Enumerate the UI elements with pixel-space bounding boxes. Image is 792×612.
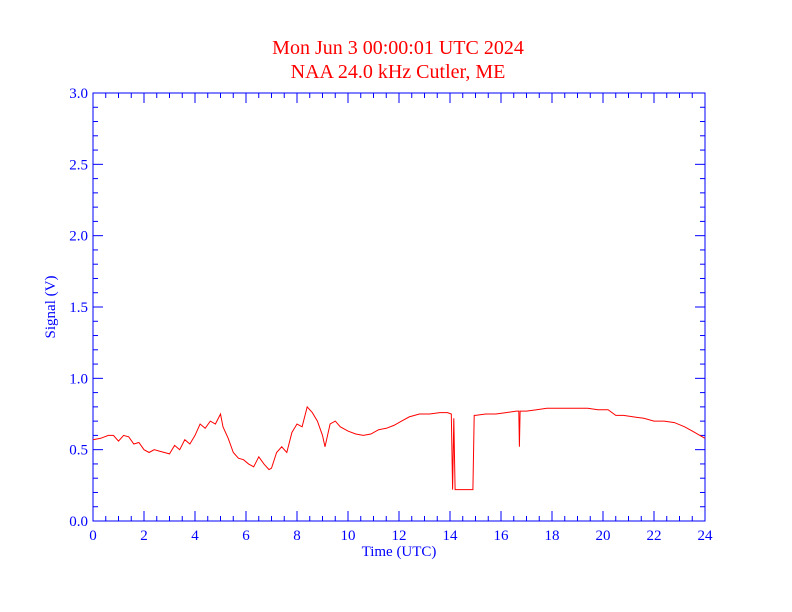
x-tick-label: 4 — [191, 528, 199, 544]
x-tick-label: 2 — [140, 528, 148, 544]
y-tick-label: 0.0 — [69, 514, 88, 530]
x-tick-label: 0 — [89, 528, 97, 544]
x-tick-label: 22 — [647, 528, 662, 544]
y-tick-label: 3.0 — [69, 86, 88, 102]
x-tick-label: 6 — [242, 528, 250, 544]
y-tick-label: 2.5 — [69, 157, 88, 173]
x-tick-label: 12 — [392, 528, 407, 544]
plot-frame — [92, 92, 706, 522]
signal-series-line — [92, 405, 706, 491]
y-axis-label: Signal (V) — [43, 276, 59, 339]
x-tick-label: 10 — [341, 528, 356, 544]
x-tick-label: 18 — [545, 528, 560, 544]
x-tick-label: 8 — [293, 528, 301, 544]
x-axis-ticks: 0 2 4 6 8 10 12 14 16 18 20 22 24 — [89, 93, 713, 544]
x-axis-label: Time (UTC) — [362, 544, 437, 560]
y-axis-ticks: 0.0 0.5 1.0 1.5 2.0 2.5 3.0 — [69, 86, 705, 530]
y-tick-label: 1.5 — [69, 300, 88, 316]
y-tick-label: 2.0 — [69, 229, 88, 245]
chart-title: Mon Jun 3 00:00:01 UTC 2024 — [272, 37, 524, 59]
y-tick-label: 0.5 — [69, 443, 88, 459]
x-tick-label: 24 — [698, 528, 714, 544]
x-tick-label: 16 — [494, 528, 510, 544]
y-tick-label: 1.0 — [69, 371, 88, 387]
chart-subtitle: NAA 24.0 kHz Cutler, ME — [291, 61, 506, 83]
x-tick-label: 20 — [596, 528, 611, 544]
x-tick-label: 14 — [443, 528, 459, 544]
